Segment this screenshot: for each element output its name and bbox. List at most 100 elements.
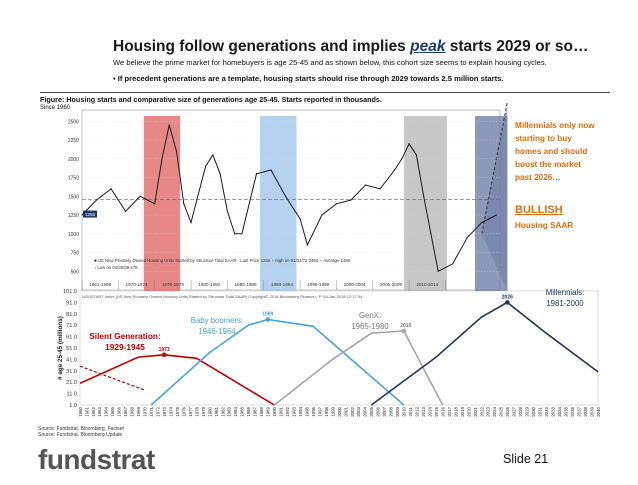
cohort-ytick: 21.0	[66, 380, 77, 386]
year-tick: 2027	[512, 406, 517, 416]
generation-curve	[273, 330, 444, 406]
year-tick: 1993	[291, 406, 296, 416]
housing-starts-point	[401, 158, 403, 160]
year-tick: 1974	[168, 406, 173, 416]
year-tick: 2006	[376, 406, 381, 416]
housing-starts-point	[284, 195, 287, 197]
starts-ytick: 2500	[68, 119, 79, 125]
year-tick: 1986	[246, 406, 251, 416]
housing-starts-point	[161, 158, 163, 160]
year-tick: 2035	[563, 406, 568, 416]
year-tick: 2002	[350, 406, 355, 416]
year-tick: 2021	[473, 406, 478, 416]
starts-ytick: 750	[71, 251, 80, 257]
housing-starts-point	[437, 270, 439, 272]
silent-label: Silent Generation:	[89, 331, 160, 341]
year-tick: 1964	[104, 406, 109, 416]
year-tick: 2012	[415, 406, 420, 416]
era-label: 1995-1999	[307, 282, 329, 287]
era-label: 1990-1994	[271, 282, 293, 287]
bloomberg-legend-1: ■ US New Privately Owned Housing Units S…	[94, 258, 351, 263]
year-tick: 2036	[570, 406, 575, 416]
housing-starts-point	[481, 221, 483, 224]
year-tick: 1978	[194, 406, 199, 416]
cohort-ylabel: # age 25-45 (millions)	[57, 316, 64, 380]
year-tick: 1979	[201, 406, 206, 416]
housing-saar-label: Housing SAAR	[515, 221, 573, 230]
millennials-commentary: Millennials only now	[515, 121, 595, 130]
year-tick: 1970	[143, 406, 148, 416]
housing-starts-point	[495, 214, 497, 216]
year-tick: 1994	[298, 406, 303, 416]
starts-ytick: 2250	[68, 138, 79, 144]
cohort-ytick: 41.0	[66, 357, 77, 363]
year-tick: 1973	[162, 406, 167, 416]
housing-starts-point	[430, 233, 432, 235]
housing-starts-point	[226, 210, 228, 212]
bullish-label: BULLISH	[515, 204, 563, 216]
last-price-value: 1256	[85, 212, 96, 217]
silent-band	[143, 116, 181, 291]
millennials-commentary: boost the market	[515, 160, 581, 169]
year-tick: 1999	[330, 406, 335, 416]
year-tick: 2005	[369, 406, 374, 416]
year-tick: 1961	[84, 406, 89, 416]
housing-starts-point	[212, 154, 214, 156]
year-tick: 2030	[531, 406, 536, 416]
year-tick: 2025	[499, 406, 504, 416]
year-tick: 1980	[207, 406, 212, 416]
year-tick: 2016	[440, 406, 445, 416]
year-tick: 1976	[181, 406, 186, 416]
era-label: 1985-1989	[235, 282, 257, 287]
year-tick: 2024	[492, 406, 497, 416]
year-tick: 2009	[395, 406, 400, 416]
generation-peak-marker	[265, 317, 271, 322]
housing-starts-point	[393, 169, 396, 171]
cohort-ytick: 51.0	[66, 346, 77, 352]
millennials-years: 1981-2000	[546, 299, 584, 308]
bloomberg-legend-2: ↓ Low on 04/30/09 478	[94, 265, 138, 270]
year-tick: 2034	[557, 406, 562, 416]
genx-label: GenX:	[359, 311, 381, 320]
year-tick: 1972	[156, 406, 161, 416]
year-tick: 2022	[479, 406, 484, 416]
era-label: 2000-2004	[344, 282, 366, 287]
figure-caption: Figure: Housing starts and comparative s…	[40, 95, 382, 104]
housing-starts-point	[335, 203, 338, 205]
source-line-2: Source: Fundstrat, Bloomberg Update	[38, 432, 123, 438]
era-label: 2005-2009	[380, 282, 402, 287]
year-tick: 2032	[544, 406, 549, 416]
year-tick: 1967	[123, 406, 128, 416]
year-tick: 1963	[97, 406, 102, 416]
source-line-1: Source: Fundstrat, Bloomberg, Factset	[38, 426, 124, 432]
year-tick: 2000	[337, 406, 342, 416]
year-tick: 1965	[110, 406, 115, 416]
year-tick: 1997	[317, 406, 322, 416]
generation-peak-marker	[401, 328, 407, 334]
housing-starts-point	[415, 154, 417, 156]
millennials-commentary: homes and should	[515, 147, 587, 156]
housing-starts-point	[219, 173, 221, 175]
cohort-ytick: 31.0	[66, 369, 77, 375]
year-tick: 1991	[279, 406, 284, 416]
year-tick: 2028	[518, 406, 523, 416]
slide-title: Housing follow generations and implies p…	[113, 38, 589, 55]
peak-year-label: 1989	[262, 312, 273, 318]
year-tick: 1960	[78, 406, 83, 416]
generation-curve	[150, 318, 405, 406]
boomers-years: 1946-1964	[198, 327, 236, 336]
housing-starts-point	[154, 203, 156, 205]
cohort-ytick: 101.0	[63, 289, 77, 295]
year-tick: 2010	[402, 406, 407, 416]
year-tick: 1992	[285, 406, 290, 416]
year-tick: 2019	[460, 406, 465, 416]
millennials-commentary: starting to buy	[515, 134, 572, 143]
year-tick: 1969	[136, 406, 141, 416]
housing-starts-point	[125, 210, 127, 212]
housing-starts-point	[234, 233, 236, 235]
year-tick: 2029	[525, 406, 530, 416]
housing-starts-point	[466, 236, 468, 239]
year-tick: 1962	[91, 406, 96, 416]
starts-ytick: 500	[71, 269, 80, 275]
